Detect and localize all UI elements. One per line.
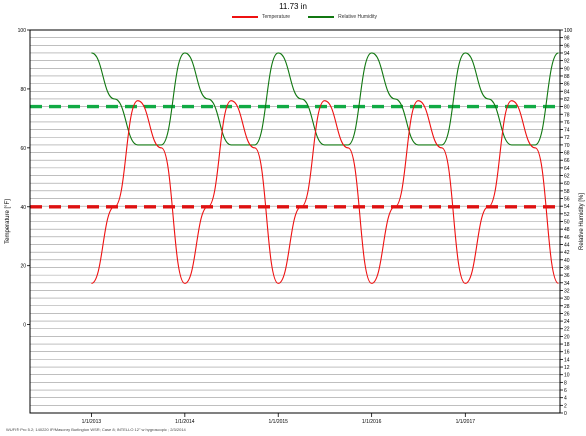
y2-tick-label: 42 xyxy=(564,250,570,256)
y2-tick-label: 64 xyxy=(564,166,570,172)
y2-tick-label: 100 xyxy=(564,28,573,34)
y2-tick-label: 56 xyxy=(564,197,570,203)
y2-tick-label: 70 xyxy=(564,143,570,149)
y2-tick-label: 22 xyxy=(564,327,570,333)
y2-tick-label: 98 xyxy=(564,36,570,42)
y2-tick-label: 50 xyxy=(564,220,570,226)
y2-tick-label: 78 xyxy=(564,112,570,118)
x-tick-label: 1/1/2017 xyxy=(456,419,476,425)
legend-swatch-temperature xyxy=(232,16,258,18)
y2-tick-label: 34 xyxy=(564,281,570,287)
y2-tick-label: 62 xyxy=(564,174,570,180)
y2-tick-label: 44 xyxy=(564,242,570,248)
x-tick-label: 1/1/2015 xyxy=(269,419,289,425)
y2-tick-label: 86 xyxy=(564,82,570,88)
legend-label-humidity: Relative Humidity xyxy=(338,14,377,20)
y2-tick-label: 84 xyxy=(564,89,570,95)
chart-legend: Temperature Relative Humidity xyxy=(232,12,377,22)
y2-tick-label: 74 xyxy=(564,128,570,134)
y2-tick-label: 0 xyxy=(564,411,567,417)
y2-tick-label: 54 xyxy=(564,204,570,210)
plot-border xyxy=(29,29,561,414)
x-tick-label: 1/1/2014 xyxy=(175,419,195,425)
y2-tick-label: 46 xyxy=(564,235,570,241)
legend-item-humidity: Relative Humidity xyxy=(308,14,377,20)
series-temperature-line xyxy=(91,100,559,284)
x-tick-label: 1/1/2013 xyxy=(82,419,102,425)
chart-title: 11.73 in xyxy=(279,2,307,11)
y2-tick-label: 60 xyxy=(564,181,570,187)
y2-tick-label: 26 xyxy=(564,311,570,317)
y2-tick-label: 10 xyxy=(564,373,570,379)
y2-tick-label: 28 xyxy=(564,304,570,310)
y2-tick-label: 76 xyxy=(564,120,570,126)
y2-tick-label: 32 xyxy=(564,288,570,294)
y-tick-label: 40 xyxy=(20,205,26,211)
y2-tick-label: 36 xyxy=(564,273,570,279)
y2-tick-label: 14 xyxy=(564,357,570,363)
y2-tick-label: 12 xyxy=(564,365,570,371)
y2-axis-label: Relative Humidity [%] xyxy=(579,193,585,250)
y2-tick-label: 66 xyxy=(564,158,570,164)
y2-tick-label: 6 xyxy=(564,388,567,394)
y2-tick-label: 48 xyxy=(564,227,570,233)
y-tick-label: 60 xyxy=(20,146,26,152)
y2-tick-label: 68 xyxy=(564,151,570,157)
y2-tick-label: 18 xyxy=(564,342,570,348)
y2-tick-label: 88 xyxy=(564,74,570,80)
y2-tick-label: 30 xyxy=(564,296,570,302)
y2-tick-label: 20 xyxy=(564,334,570,340)
y-tick-label: 100 xyxy=(18,28,27,34)
legend-item-temperature: Temperature xyxy=(232,14,290,20)
y2-tick-label: 96 xyxy=(564,43,570,49)
legend-label-temperature: Temperature xyxy=(262,14,291,20)
y2-tick-label: 38 xyxy=(564,265,570,271)
x-tick-label: 1/1/2016 xyxy=(362,419,382,425)
y-tick-label: 20 xyxy=(20,264,26,270)
footer-caption: WUFI® Pro 5.2; 140220 IP/Masonry Burling… xyxy=(6,427,186,432)
y2-tick-label: 90 xyxy=(564,66,570,72)
y2-tick-label: 2 xyxy=(564,403,567,409)
series-humidity-line xyxy=(91,52,559,146)
y2-tick-label: 58 xyxy=(564,189,570,195)
y2-tick-label: 4 xyxy=(564,396,567,402)
y2-tick-label: 94 xyxy=(564,51,570,57)
legend-swatch-humidity xyxy=(308,16,335,18)
y-tick-label: 0 xyxy=(23,323,26,329)
y-axis-label: Temperature [°F] xyxy=(5,199,11,244)
y2-tick-label: 8 xyxy=(564,380,567,386)
y2-tick-label: 40 xyxy=(564,258,570,264)
y2-tick-label: 24 xyxy=(564,319,570,325)
y-tick-label: 80 xyxy=(20,87,26,93)
y2-tick-label: 82 xyxy=(564,97,570,103)
y2-tick-label: 16 xyxy=(564,350,570,356)
y2-tick-label: 72 xyxy=(564,135,570,141)
y2-tick-label: 92 xyxy=(564,59,570,65)
y2-tick-label: 52 xyxy=(564,212,570,218)
y2-tick-label: 80 xyxy=(564,105,570,111)
